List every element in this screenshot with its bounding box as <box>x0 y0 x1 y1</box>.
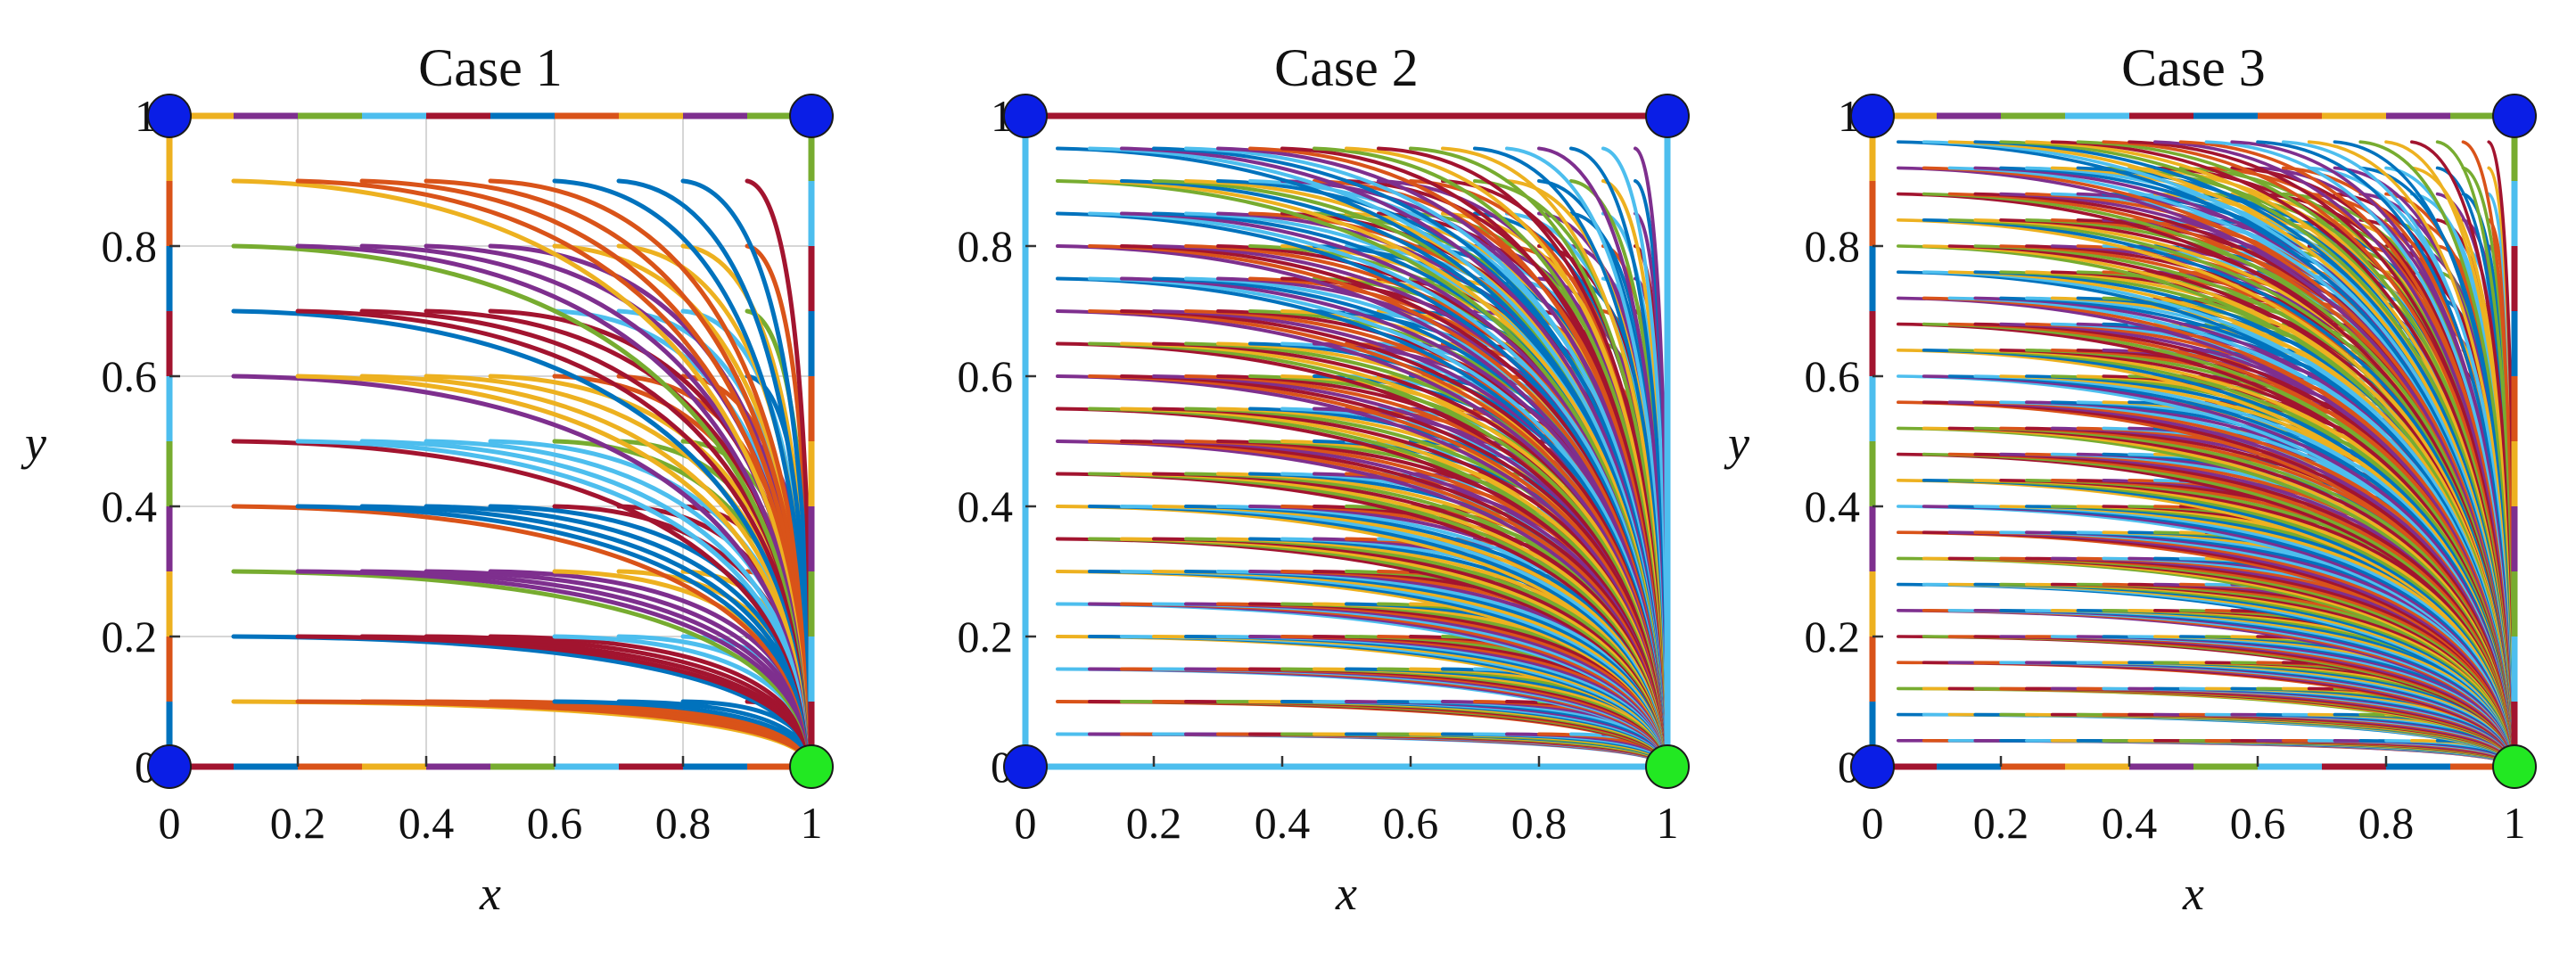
corner-node <box>1003 94 1048 138</box>
corner-node <box>789 94 834 138</box>
nodes <box>147 94 834 789</box>
y-tick-label: 0.4 <box>958 481 1014 531</box>
y-tick-label: 0.8 <box>958 221 1014 271</box>
corner-node <box>147 94 192 138</box>
x-tick-label: 0.6 <box>527 798 583 848</box>
y-axis-label: y <box>21 416 46 470</box>
y-tick-label: 0.2 <box>958 612 1014 661</box>
x-tick-label: 0.6 <box>1383 798 1439 848</box>
panel-title: Case 1 <box>418 38 563 97</box>
x-tick-label: 0.6 <box>2230 798 2286 848</box>
corner-node <box>1850 744 1895 789</box>
y-tick-label: 0.6 <box>958 351 1014 401</box>
x-tick-label: 1 <box>1657 798 1679 848</box>
trajectories <box>1897 140 2516 768</box>
y-tick-label: 0.2 <box>102 612 158 661</box>
x-tick-label: 0.4 <box>2102 798 2158 848</box>
corner-node <box>147 744 192 789</box>
axes: 0 0.2 0.4 0.6 0.8 100.20.40.60.81 <box>958 91 1679 848</box>
x-axis-label: x <box>2182 867 2204 920</box>
y-tick-label: 0.4 <box>1805 481 1861 531</box>
x-tick-label: 0 <box>1862 798 1884 848</box>
y-tick-label: 0.2 <box>1805 612 1861 661</box>
x-tick-label: 0.4 <box>399 798 455 848</box>
x-tick-label: 0 <box>159 798 181 848</box>
x-tick-label: 0.4 <box>1255 798 1311 848</box>
x-tick-label: 0.2 <box>1973 798 2029 848</box>
y-tick-label: 0.4 <box>102 481 158 531</box>
y-tick-label: 0.8 <box>102 221 158 271</box>
target-node <box>789 744 834 789</box>
y-axis-label: y <box>1724 416 1749 470</box>
x-axis-label: x <box>479 867 501 920</box>
target-node <box>1645 744 1690 789</box>
x-tick-label: 1 <box>2504 798 2526 848</box>
nodes <box>1003 94 1690 789</box>
y-tick-label: 0.6 <box>1805 351 1861 401</box>
corner-node <box>1850 94 1895 138</box>
x-tick-label: 0.2 <box>1126 798 1182 848</box>
x-tick-label: 0.2 <box>270 798 326 848</box>
corner-node <box>1003 744 1048 789</box>
y-tick-label: 0.8 <box>1805 221 1861 271</box>
x-tick-label: 0 <box>1015 798 1037 848</box>
x-tick-label: 0.8 <box>655 798 712 848</box>
panel-title: Case 3 <box>2121 38 2266 97</box>
corner-node <box>2492 94 2537 138</box>
axes: 0 0.2 0.4 0.6 0.8 100.20.40.60.81 <box>1805 91 2526 848</box>
target-node <box>2492 744 2537 789</box>
panel-title: Case 2 <box>1274 38 1419 97</box>
x-tick-label: 0.8 <box>2358 798 2415 848</box>
trajectories <box>1056 146 1669 768</box>
nodes <box>1850 94 2537 789</box>
x-tick-label: 1 <box>801 798 823 848</box>
trajectories <box>231 178 814 769</box>
x-tick-label: 0.8 <box>1511 798 1568 848</box>
y-tick-label: 0.6 <box>102 351 158 401</box>
boundary <box>1022 112 1671 770</box>
x-axis-label: x <box>1335 867 1357 920</box>
corner-node <box>1645 94 1690 138</box>
